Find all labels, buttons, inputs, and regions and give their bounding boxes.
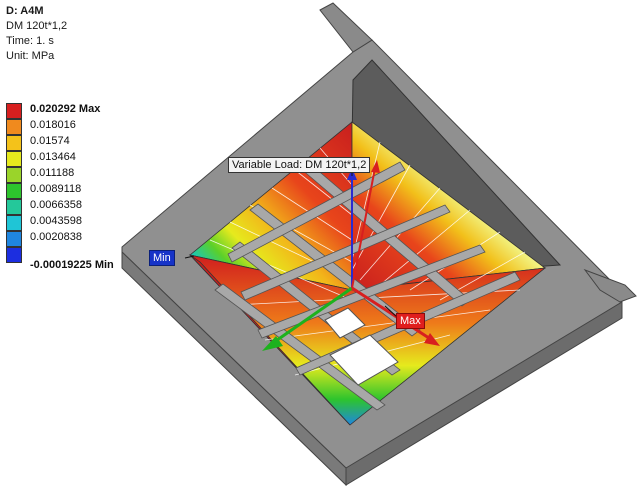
legend-value: 0.011188 <box>30 167 75 179</box>
legend-value: 0.018016 <box>30 119 76 131</box>
legend-value: 0.0066358 <box>30 199 82 211</box>
legend-value: 0.013464 <box>30 151 76 163</box>
min-leader <box>184 255 195 259</box>
legend-swatch <box>6 119 22 135</box>
legend-value: 0.01574 <box>30 135 70 147</box>
opening-upper <box>324 307 366 339</box>
flange-right <box>583 268 637 303</box>
opening-lower <box>329 334 399 386</box>
max-probe-label[interactable]: Max <box>396 313 425 329</box>
load-direction-arrows <box>262 160 440 351</box>
flange-top <box>319 2 373 53</box>
result-info: D: A4M DM 120t*1,2 Time: 1. s Unit: MPa <box>6 4 67 64</box>
legend-swatch <box>6 247 22 263</box>
legend-value: 0.0043598 <box>30 215 82 227</box>
max-leader <box>384 305 399 319</box>
result-unit: Unit: MPa <box>6 50 55 62</box>
frame-side-right <box>345 301 623 486</box>
legend-swatch <box>6 215 22 231</box>
result-time: Time: 1. s <box>6 35 54 47</box>
result-name: D: A4M <box>6 5 44 17</box>
legend-value: 0.020292 Max <box>30 103 101 115</box>
legend-swatch <box>6 103 22 119</box>
legend-swatch <box>6 199 22 215</box>
legend-value: 0.0020838 <box>30 231 82 243</box>
legend-swatch <box>6 135 22 151</box>
legend-value: 0.0089118 <box>30 183 82 195</box>
legend-swatch <box>6 183 22 199</box>
legend-swatch <box>6 167 22 183</box>
result-type: DM 120t*1,2 <box>6 20 68 32</box>
legend-value: -0.00019225 Min <box>30 259 114 271</box>
legend-swatch <box>6 151 22 167</box>
load-annotation-label[interactable]: Variable Load: DM 120t*1,2 <box>228 157 371 173</box>
legend-swatch <box>6 231 22 247</box>
min-probe-label[interactable]: Min <box>149 250 175 266</box>
